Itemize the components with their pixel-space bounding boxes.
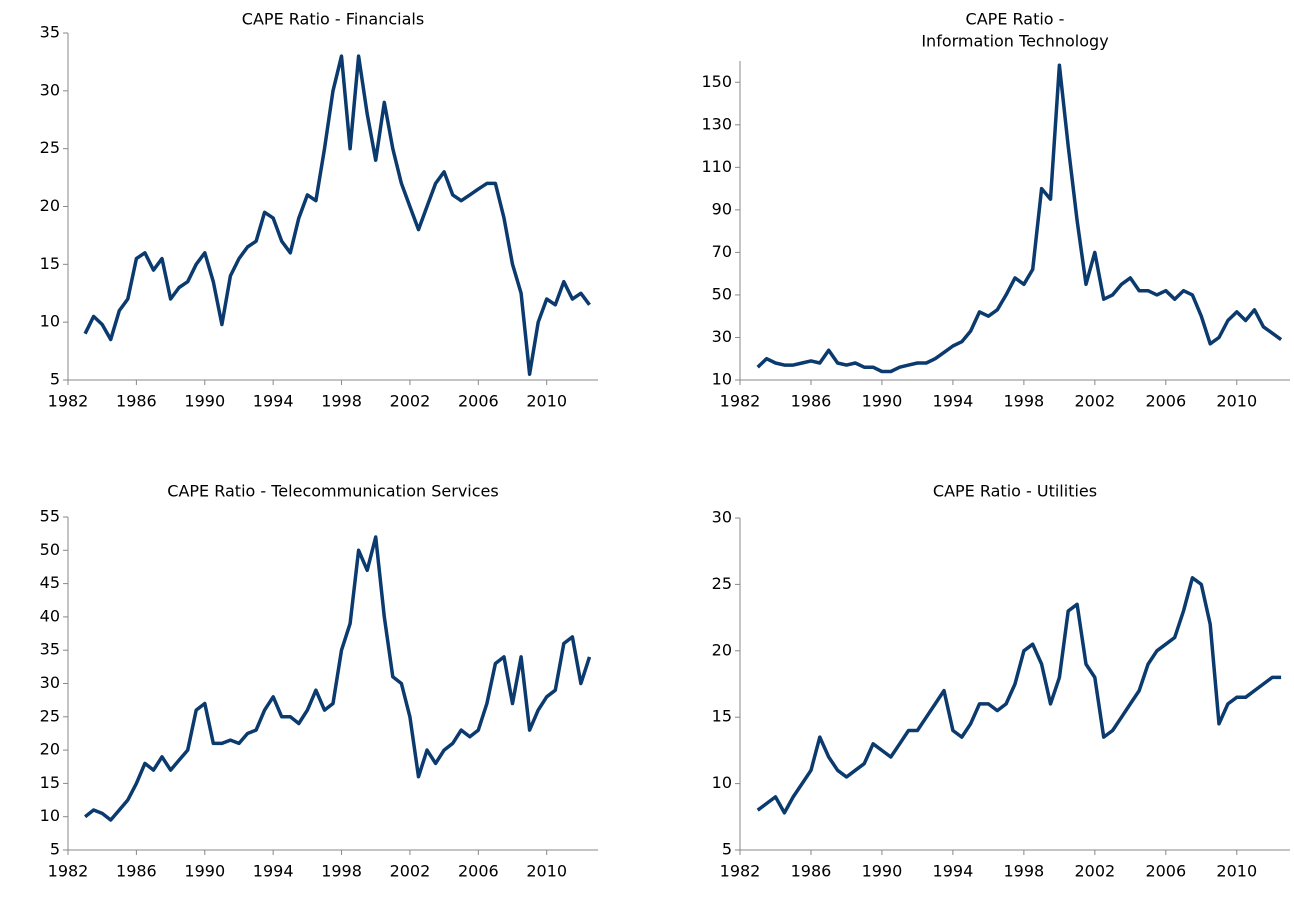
- line-series: [83, 54, 591, 376]
- x-tick-label: 2002: [390, 392, 431, 411]
- x-tick-label: 1998: [1004, 392, 1045, 411]
- x-tick-label: 1994: [253, 392, 294, 411]
- y-tick-label: 35: [40, 23, 60, 42]
- y-tick-label: 110: [701, 157, 732, 176]
- x-tick-label: 2006: [1145, 862, 1186, 881]
- y-tick-label: 25: [712, 574, 732, 593]
- x-tick-label: 2006: [458, 862, 499, 881]
- y-tick-label: 55: [40, 507, 60, 526]
- x-tick-label: 1990: [184, 862, 225, 881]
- chart-title: CAPE Ratio - Utilities: [933, 482, 1097, 501]
- x-tick-label: 1998: [1004, 862, 1045, 881]
- y-tick-label: 90: [712, 199, 732, 218]
- line-series: [756, 576, 1282, 815]
- y-tick-label: 15: [712, 707, 732, 726]
- x-tick-label: 1990: [862, 862, 903, 881]
- line-series: [756, 63, 1283, 374]
- y-tick-label: 130: [701, 114, 732, 133]
- x-tick-label: 2002: [390, 862, 431, 881]
- x-tick-label: 1982: [48, 862, 89, 881]
- y-tick-label: 5: [50, 370, 60, 389]
- x-tick-label: 2010: [1216, 392, 1257, 411]
- y-tick-label: 20: [40, 196, 60, 215]
- line-series: [84, 535, 592, 822]
- y-tick-label: 10: [712, 370, 732, 389]
- chart-title: CAPE Ratio -: [966, 10, 1065, 29]
- x-tick-label: 1990: [184, 392, 225, 411]
- y-tick-label: 50: [40, 540, 60, 559]
- y-tick-label: 40: [40, 606, 60, 625]
- x-tick-label: 1994: [933, 862, 974, 881]
- x-tick-label: 2002: [1074, 862, 1115, 881]
- x-tick-label: 2010: [526, 392, 567, 411]
- y-tick-label: 70: [712, 242, 732, 261]
- y-tick-label: 20: [40, 740, 60, 759]
- y-tick-label: 30: [712, 508, 732, 527]
- x-tick-label: 1998: [321, 392, 362, 411]
- x-tick-label: 1994: [933, 392, 974, 411]
- chart-title: CAPE Ratio - Telecommunication Services: [167, 482, 498, 501]
- y-tick-label: 150: [701, 72, 732, 91]
- y-tick-label: 15: [40, 773, 60, 792]
- x-tick-label: 2010: [1216, 862, 1257, 881]
- y-tick-label: 10: [40, 806, 60, 825]
- x-tick-label: 1986: [116, 862, 157, 881]
- x-tick-label: 2006: [1145, 392, 1186, 411]
- y-tick-label: 30: [40, 80, 60, 99]
- y-tick-label: 30: [712, 327, 732, 346]
- y-tick-label: 35: [40, 640, 60, 659]
- x-tick-label: 1982: [48, 392, 89, 411]
- y-tick-label: 25: [40, 138, 60, 157]
- y-tick-label: 30: [40, 673, 60, 692]
- x-tick-label: 1986: [791, 392, 832, 411]
- x-tick-label: 2006: [458, 392, 499, 411]
- y-tick-label: 25: [40, 706, 60, 725]
- y-tick-label: 20: [712, 640, 732, 659]
- x-tick-label: 1994: [253, 862, 294, 881]
- y-tick-label: 5: [722, 840, 732, 859]
- y-tick-label: 50: [712, 284, 732, 303]
- y-tick-label: 5: [50, 840, 60, 859]
- chart-title: Information Technology: [921, 32, 1108, 51]
- y-tick-label: 15: [40, 254, 60, 273]
- x-tick-label: 1998: [321, 862, 362, 881]
- x-tick-label: 1990: [862, 392, 903, 411]
- x-tick-label: 1982: [720, 392, 761, 411]
- y-tick-label: 45: [40, 573, 60, 592]
- y-tick-label: 10: [712, 773, 732, 792]
- x-tick-label: 1986: [116, 392, 157, 411]
- y-tick-label: 10: [40, 312, 60, 331]
- x-tick-label: 2002: [1074, 392, 1115, 411]
- x-tick-label: 2010: [526, 862, 567, 881]
- x-tick-label: 1986: [791, 862, 832, 881]
- x-tick-label: 1982: [720, 862, 761, 881]
- chart-title: CAPE Ratio - Financials: [242, 10, 424, 29]
